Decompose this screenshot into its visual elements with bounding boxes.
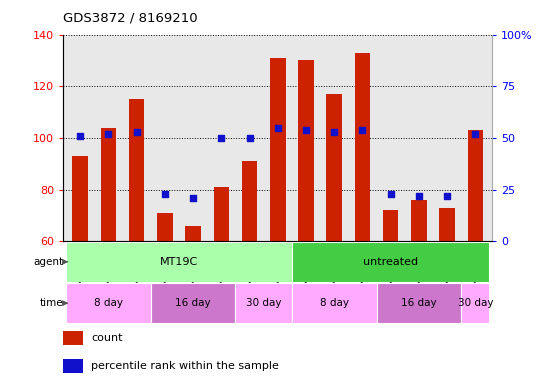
Point [443,193,452,199]
Point [161,190,169,197]
Point [245,135,254,141]
Text: GDS3872 / 8169210: GDS3872 / 8169210 [63,12,198,25]
Point [217,135,226,141]
Point [301,126,310,132]
Text: 16 day: 16 day [175,298,211,308]
Point [76,133,85,139]
Point [358,126,367,132]
Bar [101,127,116,241]
Bar [270,58,285,241]
Bar [292,242,490,282]
Text: agent: agent [33,257,63,267]
Text: 8 day: 8 day [320,298,349,308]
Text: percentile rank within the sample: percentile rank within the sample [91,361,279,371]
Bar [213,187,229,241]
Bar [129,99,145,241]
Text: 16 day: 16 day [401,298,437,308]
Bar [468,130,483,241]
Text: MT19C: MT19C [160,257,198,267]
Point [189,195,197,201]
Bar [63,359,82,373]
Point [386,190,395,197]
Text: 30 day: 30 day [458,298,493,308]
Bar [66,283,151,323]
Bar [63,331,82,345]
Bar [383,210,398,241]
Bar [73,156,88,241]
Text: count: count [91,333,123,343]
Point [273,124,282,131]
Point [415,193,424,199]
Bar [151,283,235,323]
Bar [242,161,257,241]
Bar [411,200,427,241]
Bar [298,60,314,241]
Point [104,131,113,137]
Bar [157,213,173,241]
Bar [292,283,377,323]
Bar [66,242,292,282]
Point [330,129,339,135]
Bar [327,94,342,241]
Bar [439,208,455,241]
Bar [461,283,490,323]
Point [471,131,480,137]
Text: time: time [40,298,63,308]
Bar [235,283,292,323]
Bar [377,283,461,323]
Bar [185,226,201,241]
Text: untreated: untreated [363,257,418,267]
Text: 30 day: 30 day [246,298,282,308]
Point [132,129,141,135]
Bar [355,53,370,241]
Text: 8 day: 8 day [94,298,123,308]
